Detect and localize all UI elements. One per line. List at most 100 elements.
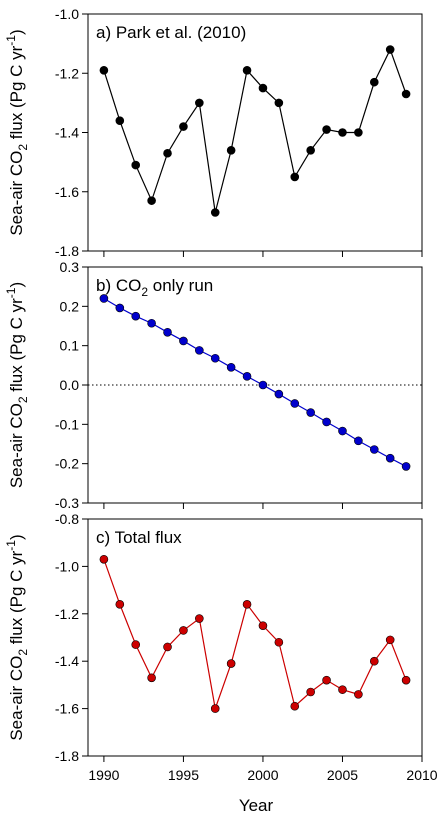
- data-point: [226, 145, 236, 155]
- y-tick-label: -0.1: [55, 416, 79, 432]
- data-point: [242, 65, 252, 75]
- data-point: [210, 353, 220, 363]
- series-line: [103, 559, 407, 711]
- y-axis-label-text: flux (Pg C yr: [7, 298, 26, 397]
- data-point: [338, 128, 347, 137]
- data-point: [290, 399, 300, 408]
- y-tick-label: 0.3: [60, 259, 80, 275]
- panel-title: b) CO2 only run: [96, 276, 213, 299]
- plot-frame: [87, 518, 423, 757]
- data-point: [369, 656, 379, 666]
- y-axis-label-text: ): [7, 29, 26, 35]
- data-point: [195, 346, 204, 355]
- y-tick-label: -1.2: [55, 606, 79, 622]
- data-point: [115, 303, 125, 313]
- y-axis-label-text: ): [7, 282, 26, 288]
- panel-title-text: a) Park et al. (2010): [96, 23, 246, 42]
- y-tick-label: -1.4: [55, 653, 79, 669]
- y-tick-label: 0.1: [60, 338, 80, 354]
- y-axis-label-superscript: -1: [4, 35, 18, 46]
- y-axis-label-subscript: 2: [16, 396, 30, 403]
- panel-title-text: b) CO: [96, 276, 141, 295]
- x-tick-label: 1995: [168, 767, 199, 783]
- y-tick-label: -1.6: [55, 701, 79, 717]
- data-point: [401, 89, 411, 99]
- y-axis-label-subscript: 2: [16, 649, 30, 656]
- data-point: [179, 122, 188, 131]
- data-point: [274, 389, 284, 399]
- y-axis-label: Sea-air CO2 flux (Pg C yr-1): [4, 534, 30, 740]
- x-tick-label: 2010: [406, 767, 437, 783]
- data-point: [274, 98, 284, 108]
- data-point: [338, 685, 347, 694]
- data-point: [99, 294, 109, 303]
- data-point: [210, 704, 220, 713]
- y-tick-label: -1.2: [55, 65, 79, 81]
- y-tick-label: 0.0: [60, 377, 80, 393]
- data-point: [306, 408, 315, 417]
- data-point: [322, 675, 331, 685]
- y-axis-label-text: Sea-air CO: [7, 403, 26, 488]
- panel-title-subscript: 2: [141, 285, 148, 299]
- panel-c: -1.8 -1.6 -1.4 -1.2 -1.0 -0.8 1990 1995 2000 2005…: [4, 511, 438, 783]
- x-tick-label: 2000: [247, 767, 278, 783]
- y-axis-label-text: Sea-air CO: [7, 656, 26, 741]
- data-point: [99, 554, 109, 564]
- x-axis-label: Year: [239, 796, 274, 815]
- data-point: [258, 380, 268, 390]
- data-point: [258, 83, 268, 93]
- data-point: [306, 145, 315, 155]
- data-point: [195, 614, 204, 623]
- x-tick-label: 1990: [88, 767, 119, 783]
- y-axis-label-text: flux (Pg C yr: [7, 550, 26, 649]
- data-point: [385, 635, 395, 645]
- data-point: [322, 125, 331, 134]
- y-axis-label: Sea-air CO2 flux (Pg C yr-1): [4, 29, 30, 235]
- y-tick-label: -1.8: [55, 748, 79, 764]
- y-tick-label: -0.8: [55, 511, 79, 527]
- data-point: [258, 621, 268, 630]
- y-tick-label: -1.0: [55, 558, 79, 574]
- data-point: [290, 172, 300, 182]
- data-point: [147, 673, 156, 683]
- data-point: [115, 600, 125, 609]
- data-point: [369, 77, 379, 87]
- data-point: [115, 116, 125, 125]
- data-point: [290, 701, 300, 711]
- data-point: [210, 208, 220, 217]
- data-point: [131, 640, 141, 649]
- x-tick-label: 2005: [327, 767, 358, 783]
- data-point: [242, 372, 252, 381]
- data-point: [338, 426, 347, 436]
- panel-b: -0.3-0.2-0.10.00.10.20.3b) CO2 only runS…: [4, 259, 423, 511]
- y-axis-label: Sea-air CO2 flux (Pg C yr-1): [4, 282, 30, 488]
- data-point: [385, 45, 395, 54]
- data-point: [179, 336, 188, 346]
- data-point: [195, 98, 204, 108]
- y-tick-label: -1.8: [55, 243, 79, 259]
- data-point: [401, 675, 411, 685]
- data-point: [131, 160, 141, 170]
- panel-title: a) Park et al. (2010): [96, 23, 246, 42]
- y-axis-label-text: ): [7, 534, 26, 540]
- y-tick-label: -1.0: [55, 6, 79, 22]
- data-point: [147, 318, 156, 328]
- data-point: [226, 659, 236, 668]
- plot-frame: [87, 266, 423, 504]
- y-axis-label-text: Sea-air CO: [7, 151, 26, 236]
- plot-frame: [87, 13, 423, 252]
- y-tick-label: -0.2: [55, 456, 79, 472]
- data-point: [369, 445, 379, 454]
- data-point: [242, 600, 252, 609]
- data-point: [354, 690, 363, 699]
- data-point: [385, 453, 395, 463]
- data-point: [163, 642, 172, 652]
- data-point: [179, 626, 188, 635]
- y-axis-label-superscript: -1: [4, 287, 18, 298]
- data-point: [274, 637, 284, 647]
- y-tick-label: -0.3: [55, 495, 79, 511]
- y-axis-label-superscript: -1: [4, 540, 18, 551]
- data-point: [163, 148, 172, 158]
- y-axis-label-text: flux (Pg C yr: [7, 45, 26, 144]
